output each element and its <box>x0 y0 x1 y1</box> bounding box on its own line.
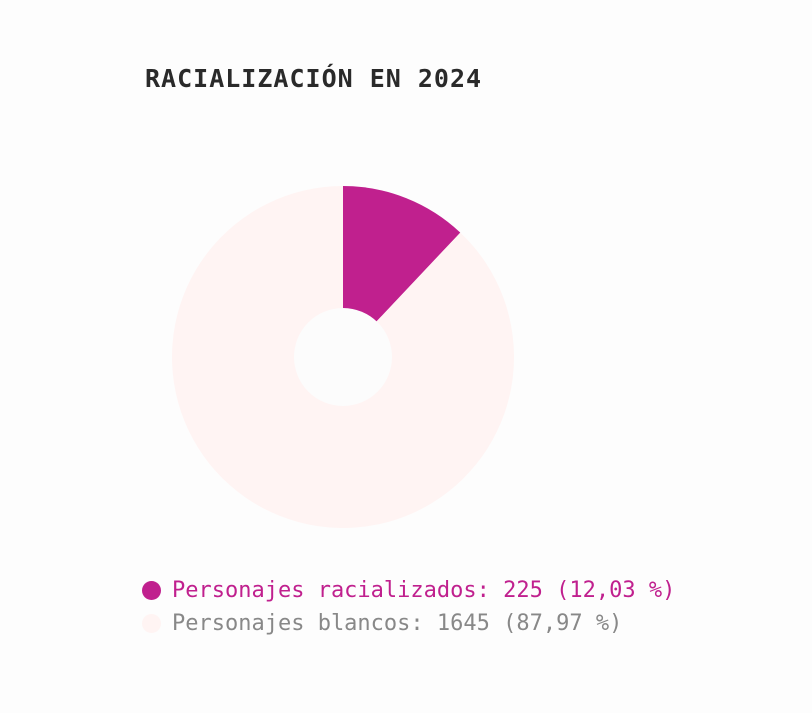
slice-racializados[interactable] <box>343 186 461 357</box>
legend-swatch-blancos <box>142 614 161 633</box>
legend-item-blancos[interactable]: Personajes blancos: 1645 (87,97 %) <box>142 607 675 640</box>
chart-legend: Personajes racializados: 225 (12,03 %) P… <box>142 574 675 640</box>
legend-label-racializados: Personajes racializados: 225 (12,03 %) <box>172 578 676 603</box>
chart-title: RACIALIZACIÓN EN 2024 <box>145 64 483 93</box>
legend-label-blancos: Personajes blancos: 1645 (87,97 %) <box>172 611 623 636</box>
legend-swatch-racializados <box>142 581 161 600</box>
legend-item-racializados[interactable]: Personajes racializados: 225 (12,03 %) <box>142 574 675 607</box>
donut-hole <box>294 308 392 406</box>
